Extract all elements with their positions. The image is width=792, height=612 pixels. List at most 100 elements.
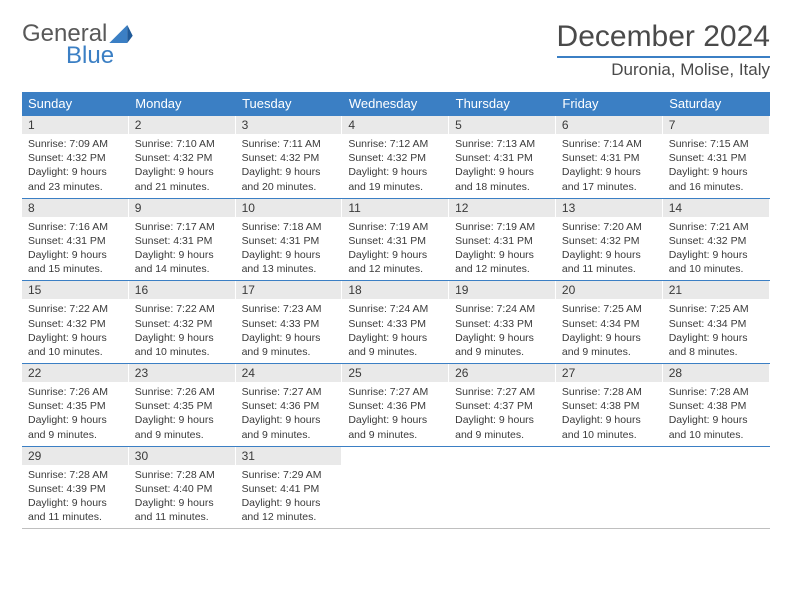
sunrise-line: Sunrise: 7:11 AM [242, 137, 337, 151]
calendar-cell: 3Sunrise: 7:11 AMSunset: 4:32 PMDaylight… [236, 116, 343, 199]
daylight-line: Daylight: 9 hours and 9 minutes. [455, 413, 550, 441]
weekday-header: Sunday [22, 92, 129, 116]
sunset-line: Sunset: 4:31 PM [669, 151, 764, 165]
day-details: Sunrise: 7:17 AMSunset: 4:31 PMDaylight:… [129, 217, 236, 281]
sunset-line: Sunset: 4:34 PM [669, 317, 764, 331]
daylight-line: Daylight: 9 hours and 9 minutes. [348, 413, 443, 441]
calendar-cell: 13Sunrise: 7:20 AMSunset: 4:32 PMDayligh… [556, 198, 663, 281]
sunset-line: Sunset: 4:31 PM [348, 234, 443, 248]
sunset-line: Sunset: 4:40 PM [135, 482, 230, 496]
day-details: Sunrise: 7:25 AMSunset: 4:34 PMDaylight:… [556, 299, 663, 363]
month-title: December 2024 [557, 20, 770, 54]
sunrise-line: Sunrise: 7:27 AM [455, 385, 550, 399]
calendar-cell: 15Sunrise: 7:22 AMSunset: 4:32 PMDayligh… [22, 281, 129, 364]
day-details: Sunrise: 7:26 AMSunset: 4:35 PMDaylight:… [129, 382, 236, 446]
daylight-line: Daylight: 9 hours and 9 minutes. [455, 331, 550, 359]
sunrise-line: Sunrise: 7:19 AM [348, 220, 443, 234]
sunset-line: Sunset: 4:31 PM [455, 234, 550, 248]
title-block: December 2024 Duronia, Molise, Italy [557, 20, 770, 80]
day-number: 3 [236, 116, 343, 134]
daylight-line: Daylight: 9 hours and 12 minutes. [348, 248, 443, 276]
day-number: 18 [342, 281, 449, 299]
day-details: Sunrise: 7:14 AMSunset: 4:31 PMDaylight:… [556, 134, 663, 198]
calendar-cell: 2Sunrise: 7:10 AMSunset: 4:32 PMDaylight… [129, 116, 236, 199]
day-details: Sunrise: 7:15 AMSunset: 4:31 PMDaylight:… [663, 134, 770, 198]
sunrise-line: Sunrise: 7:24 AM [455, 302, 550, 316]
sunset-line: Sunset: 4:31 PM [135, 234, 230, 248]
calendar-cell: 29Sunrise: 7:28 AMSunset: 4:39 PMDayligh… [22, 446, 129, 529]
sunset-line: Sunset: 4:32 PM [562, 234, 657, 248]
calendar-cell: 23Sunrise: 7:26 AMSunset: 4:35 PMDayligh… [129, 364, 236, 447]
day-number: 14 [663, 199, 770, 217]
day-details: Sunrise: 7:28 AMSunset: 4:39 PMDaylight:… [22, 465, 129, 529]
sunset-line: Sunset: 4:31 PM [455, 151, 550, 165]
day-details: Sunrise: 7:13 AMSunset: 4:31 PMDaylight:… [449, 134, 556, 198]
sunrise-line: Sunrise: 7:10 AM [135, 137, 230, 151]
sunset-line: Sunset: 4:36 PM [348, 399, 443, 413]
daylight-line: Daylight: 9 hours and 8 minutes. [669, 331, 764, 359]
daylight-line: Daylight: 9 hours and 16 minutes. [669, 165, 764, 193]
sunset-line: Sunset: 4:31 PM [28, 234, 123, 248]
day-details: Sunrise: 7:27 AMSunset: 4:37 PMDaylight:… [449, 382, 556, 446]
sunset-line: Sunset: 4:39 PM [28, 482, 123, 496]
day-details: Sunrise: 7:20 AMSunset: 4:32 PMDaylight:… [556, 217, 663, 281]
daylight-line: Daylight: 9 hours and 12 minutes. [455, 248, 550, 276]
sunrise-line: Sunrise: 7:12 AM [348, 137, 443, 151]
daylight-line: Daylight: 9 hours and 17 minutes. [562, 165, 657, 193]
day-details: Sunrise: 7:21 AMSunset: 4:32 PMDaylight:… [663, 217, 770, 281]
day-number: 25 [342, 364, 449, 382]
daylight-line: Daylight: 9 hours and 19 minutes. [348, 165, 443, 193]
sunrise-line: Sunrise: 7:27 AM [242, 385, 337, 399]
daylight-line: Daylight: 9 hours and 11 minutes. [28, 496, 123, 524]
day-number: 21 [663, 281, 770, 299]
sunset-line: Sunset: 4:32 PM [348, 151, 443, 165]
sunrise-line: Sunrise: 7:19 AM [455, 220, 550, 234]
calendar-cell: 30Sunrise: 7:28 AMSunset: 4:40 PMDayligh… [129, 446, 236, 529]
day-details: Sunrise: 7:27 AMSunset: 4:36 PMDaylight:… [236, 382, 343, 446]
day-details: Sunrise: 7:09 AMSunset: 4:32 PMDaylight:… [22, 134, 129, 198]
day-details: Sunrise: 7:11 AMSunset: 4:32 PMDaylight:… [236, 134, 343, 198]
daylight-line: Daylight: 9 hours and 12 minutes. [242, 496, 337, 524]
day-details: Sunrise: 7:18 AMSunset: 4:31 PMDaylight:… [236, 217, 343, 281]
day-number: 16 [129, 281, 236, 299]
day-number: 19 [449, 281, 556, 299]
sunset-line: Sunset: 4:38 PM [562, 399, 657, 413]
sunset-line: Sunset: 4:36 PM [242, 399, 337, 413]
header: GeneralBlue December 2024 Duronia, Molis… [22, 20, 770, 80]
sunset-line: Sunset: 4:31 PM [242, 234, 337, 248]
day-number: 2 [129, 116, 236, 134]
day-number: 30 [129, 447, 236, 465]
sunrise-line: Sunrise: 7:25 AM [562, 302, 657, 316]
day-number: 9 [129, 199, 236, 217]
sunset-line: Sunset: 4:41 PM [242, 482, 337, 496]
day-number: 7 [663, 116, 770, 134]
day-number: 5 [449, 116, 556, 134]
day-number: 24 [236, 364, 343, 382]
sunrise-line: Sunrise: 7:28 AM [28, 468, 123, 482]
sunset-line: Sunset: 4:38 PM [669, 399, 764, 413]
calendar-cell [663, 446, 770, 529]
sunrise-line: Sunrise: 7:23 AM [242, 302, 337, 316]
day-details: Sunrise: 7:28 AMSunset: 4:40 PMDaylight:… [129, 465, 236, 529]
sunset-line: Sunset: 4:32 PM [28, 317, 123, 331]
day-number-empty [449, 447, 556, 465]
daylight-line: Daylight: 9 hours and 10 minutes. [669, 248, 764, 276]
day-details: Sunrise: 7:25 AMSunset: 4:34 PMDaylight:… [663, 299, 770, 363]
day-details: Sunrise: 7:19 AMSunset: 4:31 PMDaylight:… [449, 217, 556, 281]
day-details: Sunrise: 7:24 AMSunset: 4:33 PMDaylight:… [342, 299, 449, 363]
daylight-line: Daylight: 9 hours and 11 minutes. [135, 496, 230, 524]
calendar-cell: 24Sunrise: 7:27 AMSunset: 4:36 PMDayligh… [236, 364, 343, 447]
sunset-line: Sunset: 4:32 PM [135, 151, 230, 165]
day-number: 31 [236, 447, 343, 465]
sunset-line: Sunset: 4:35 PM [28, 399, 123, 413]
sunrise-line: Sunrise: 7:17 AM [135, 220, 230, 234]
daylight-line: Daylight: 9 hours and 9 minutes. [28, 413, 123, 441]
calendar-cell: 9Sunrise: 7:17 AMSunset: 4:31 PMDaylight… [129, 198, 236, 281]
calendar-cell: 18Sunrise: 7:24 AMSunset: 4:33 PMDayligh… [342, 281, 449, 364]
day-number: 1 [22, 116, 129, 134]
sunset-line: Sunset: 4:33 PM [455, 317, 550, 331]
calendar-header-row: Sunday Monday Tuesday Wednesday Thursday… [22, 92, 770, 116]
calendar-table: Sunday Monday Tuesday Wednesday Thursday… [22, 92, 770, 529]
logo: GeneralBlue [22, 20, 133, 70]
calendar-cell: 6Sunrise: 7:14 AMSunset: 4:31 PMDaylight… [556, 116, 663, 199]
